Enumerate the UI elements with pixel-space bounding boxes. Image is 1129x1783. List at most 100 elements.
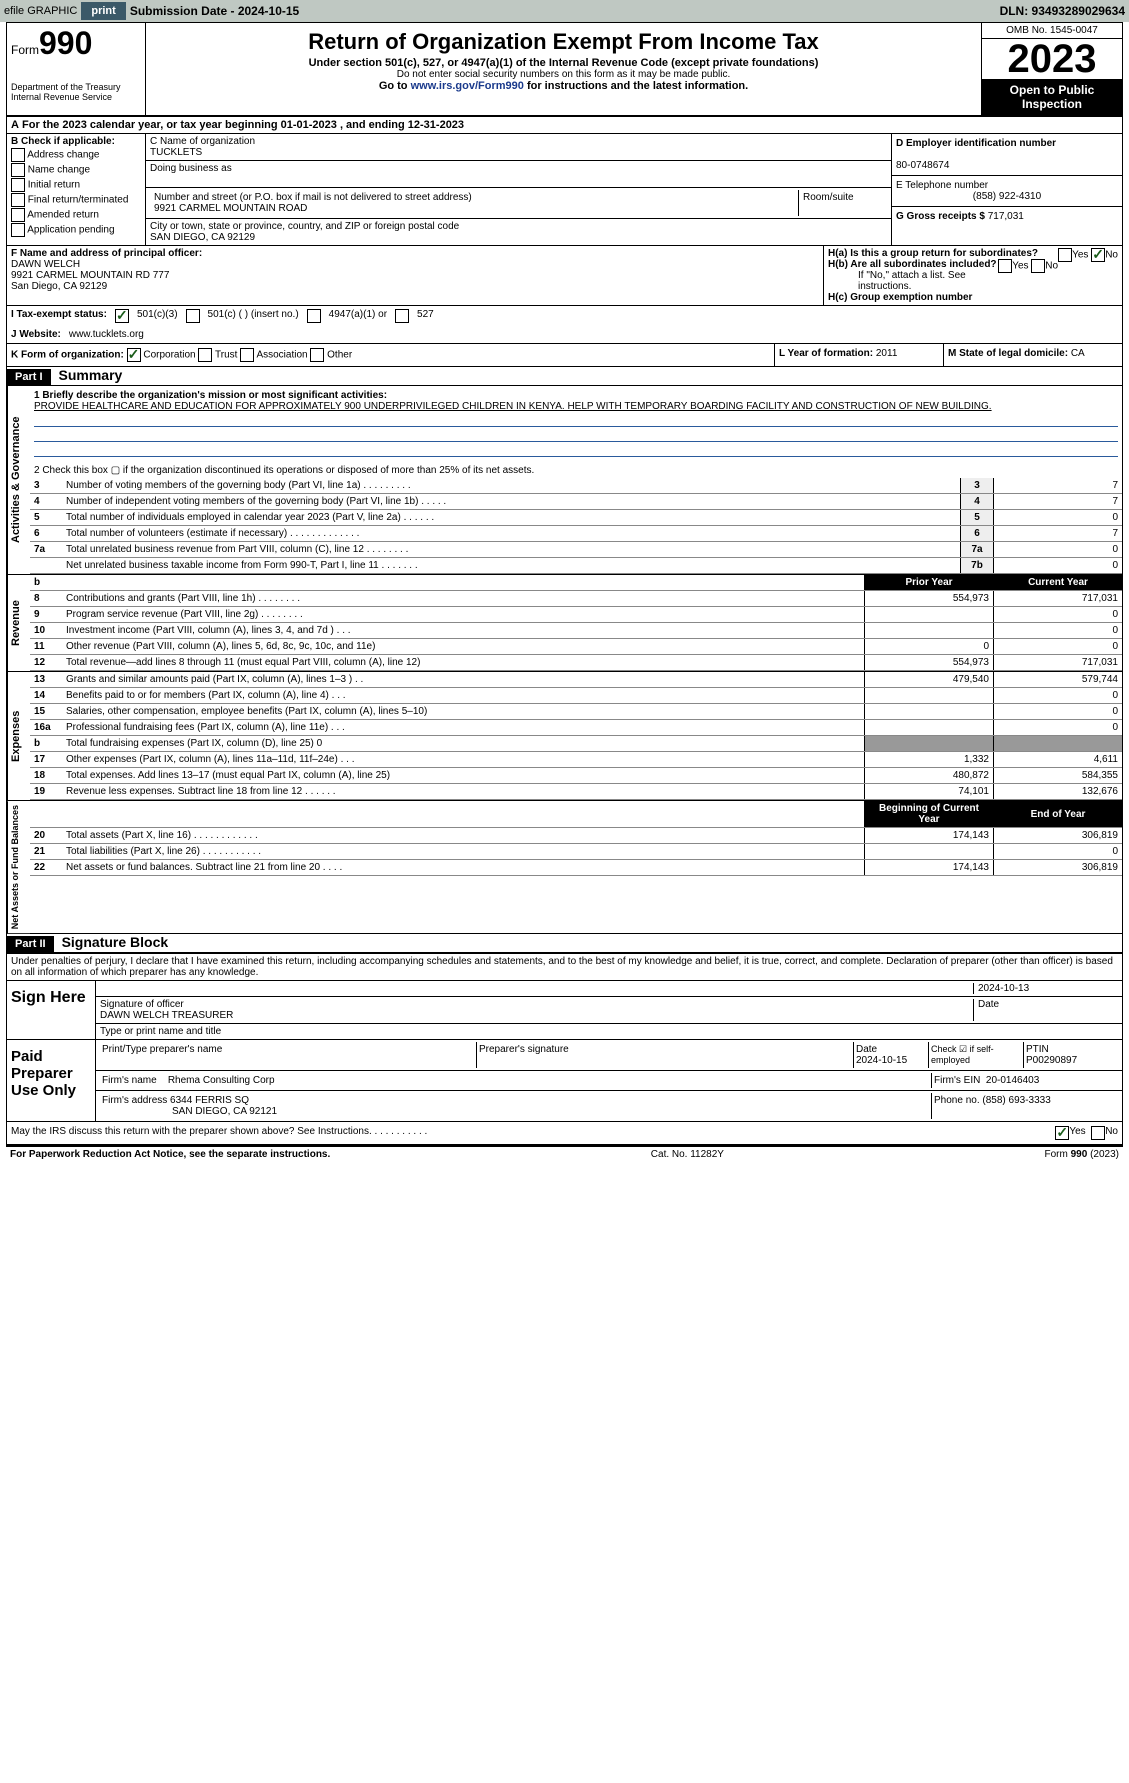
phone-label: E Telephone number: [896, 180, 988, 191]
irs-link[interactable]: www.irs.gov/Form990: [411, 80, 524, 92]
footer-right: Form 990 (2023): [1045, 1149, 1119, 1160]
501c3-checkbox[interactable]: [115, 309, 129, 323]
form-number: Form990: [11, 25, 141, 62]
ha-label: H(a) Is this a group return for subordin…: [828, 248, 1038, 259]
officer-name: DAWN WELCH: [11, 259, 80, 270]
gross-label: G Gross receipts $: [896, 211, 985, 222]
governance-section: Activities & Governance 1 Briefly descri…: [6, 386, 1123, 575]
open-public: Open to Public Inspection: [982, 79, 1122, 115]
firm-city: SAN DIEGO, CA 92121: [102, 1106, 277, 1117]
checkbox-final-return-terminated[interactable]: Final return/terminated: [11, 193, 141, 207]
room-label: Room/suite: [799, 190, 887, 216]
m-value: CA: [1071, 348, 1085, 359]
k-label: K Form of organization:: [11, 350, 124, 361]
officer-sig: DAWN WELCH TREASURER: [100, 1010, 233, 1021]
firm-phone: (858) 693-3333: [982, 1095, 1050, 1106]
checkbox-initial-return[interactable]: Initial return: [11, 178, 141, 192]
row-j-website: J Website: www.tucklets.org: [6, 326, 1123, 344]
street-label: Number and street (or P.O. box if mail i…: [154, 192, 472, 203]
trust-checkbox[interactable]: [198, 348, 212, 362]
exp-side-label: Expenses: [7, 672, 30, 800]
website-value: www.tucklets.org: [69, 329, 144, 340]
sign-date: 2024-10-13: [973, 983, 1118, 994]
netassets-section: Net Assets or Fund Balances Beginning of…: [6, 801, 1123, 934]
rev-side-label: Revenue: [7, 575, 30, 671]
ha-yes-checkbox[interactable]: [1058, 248, 1072, 262]
footer: For Paperwork Reduction Act Notice, see …: [6, 1145, 1123, 1162]
revenue-table: bPrior YearCurrent Year8Contributions an…: [30, 575, 1122, 671]
hc-label: H(c) Group exemption number: [828, 292, 972, 303]
print-button[interactable]: print: [81, 2, 125, 20]
na-side-label: Net Assets or Fund Balances: [7, 801, 30, 933]
org-name: TUCKLETS: [150, 147, 202, 158]
4947-checkbox[interactable]: [307, 309, 321, 323]
l-value: 2011: [876, 348, 898, 359]
type-label: Type or print name and title: [96, 1024, 1122, 1039]
netassets-table: Beginning of Current YearEnd of Year20To…: [30, 801, 1122, 876]
dba-label: Doing business as: [150, 163, 232, 174]
sign-here-label: Sign Here: [7, 981, 96, 1039]
hb-no-checkbox[interactable]: [1031, 259, 1045, 273]
firm-name: Rhema Consulting Corp: [168, 1075, 275, 1086]
section-b-c-d: B Check if applicable: Address change Na…: [6, 134, 1123, 246]
org-city: SAN DIEGO, CA 92129: [150, 232, 255, 243]
checkbox-amended-return[interactable]: Amended return: [11, 208, 141, 222]
org-street: 9921 CARMEL MOUNTAIN ROAD: [154, 203, 307, 214]
l-label: L Year of formation:: [779, 348, 873, 359]
mission-text: PROVIDE HEALTHCARE AND EDUCATION FOR APP…: [34, 401, 992, 412]
officer-label: F Name and address of principal officer:: [11, 248, 202, 259]
discuss-no-checkbox[interactable]: [1091, 1126, 1105, 1140]
instructions-link: Go to www.irs.gov/Form990 for instructio…: [150, 80, 977, 92]
checkbox-address-change[interactable]: Address change: [11, 148, 141, 162]
self-employed-check: Check ☑ if self-employed: [929, 1042, 1024, 1068]
ha-no-checkbox[interactable]: [1091, 248, 1105, 262]
efile-label: efile GRAPHIC: [4, 5, 77, 17]
ptin: P00290897: [1026, 1055, 1077, 1066]
section-f-h: F Name and address of principal officer:…: [6, 246, 1123, 306]
ein-value: 80-0748674: [896, 160, 949, 171]
signature-section: Sign Here 2024-10-13 Signature of office…: [6, 981, 1123, 1145]
m-label: M State of legal domicile:: [948, 348, 1068, 359]
hb-note: If "No," attach a list. See instructions…: [828, 270, 1118, 292]
assoc-checkbox[interactable]: [240, 348, 254, 362]
footer-left: For Paperwork Reduction Act Notice, see …: [10, 1149, 330, 1160]
name-label: C Name of organization: [150, 136, 255, 147]
line2-discontinued: 2 Check this box ▢ if the organization d…: [30, 463, 1122, 478]
governance-table: 3Number of voting members of the governi…: [30, 478, 1122, 574]
officer-addr1: 9921 CARMEL MOUNTAIN RD 777: [11, 270, 169, 281]
527-checkbox[interactable]: [395, 309, 409, 323]
corp-checkbox[interactable]: [127, 348, 141, 362]
discuss-yes-checkbox[interactable]: [1055, 1126, 1069, 1140]
perjury-text: Under penalties of perjury, I declare th…: [6, 953, 1123, 981]
ein-label: D Employer identification number: [896, 138, 1056, 149]
checkbox-name-change[interactable]: Name change: [11, 163, 141, 177]
part2-header: Part IISignature Block: [6, 934, 1123, 953]
submission-date: Submission Date - 2024-10-15: [130, 4, 299, 18]
revenue-section: Revenue bPrior YearCurrent Year8Contribu…: [6, 575, 1123, 672]
firm-ein: 20-0146403: [986, 1075, 1039, 1086]
tax-year: 2023: [982, 39, 1122, 79]
form-header: Form990 Department of the Treasury Inter…: [6, 22, 1123, 117]
row-a-period: A For the 2023 calendar year, or tax yea…: [6, 117, 1123, 134]
tax-status-label: I Tax-exempt status:: [11, 309, 107, 323]
gross-value: 717,031: [988, 211, 1024, 222]
hb-label: H(b) Are all subordinates included?: [828, 259, 997, 270]
dept-label: Department of the Treasury Internal Reve…: [11, 82, 141, 102]
officer-addr2: San Diego, CA 92129: [11, 281, 107, 292]
paid-label: Paid Preparer Use Only: [7, 1040, 96, 1121]
website-label: J Website:: [11, 329, 61, 340]
row-klm: K Form of organization: Corporation Trus…: [6, 344, 1123, 367]
preparer-name-label: Print/Type preparer's name: [100, 1042, 477, 1068]
city-label: City or town, state or province, country…: [150, 221, 459, 232]
checkbox-application-pending[interactable]: Application pending: [11, 223, 141, 237]
dln-label: DLN: 93493289029634: [1000, 4, 1125, 18]
expenses-table: 13Grants and similar amounts paid (Part …: [30, 672, 1122, 800]
top-toolbar: efile GRAPHIC print Submission Date - 20…: [0, 0, 1129, 22]
row-i-taxstatus: I Tax-exempt status: 501(c)(3) 501(c) ( …: [6, 306, 1123, 326]
preparer-sig-label: Preparer's signature: [477, 1042, 854, 1068]
gov-side-label: Activities & Governance: [7, 386, 30, 574]
hb-yes-checkbox[interactable]: [998, 259, 1012, 273]
501c-checkbox[interactable]: [186, 309, 200, 323]
part1-header: Part ISummary: [6, 367, 1123, 386]
other-checkbox[interactable]: [310, 348, 324, 362]
